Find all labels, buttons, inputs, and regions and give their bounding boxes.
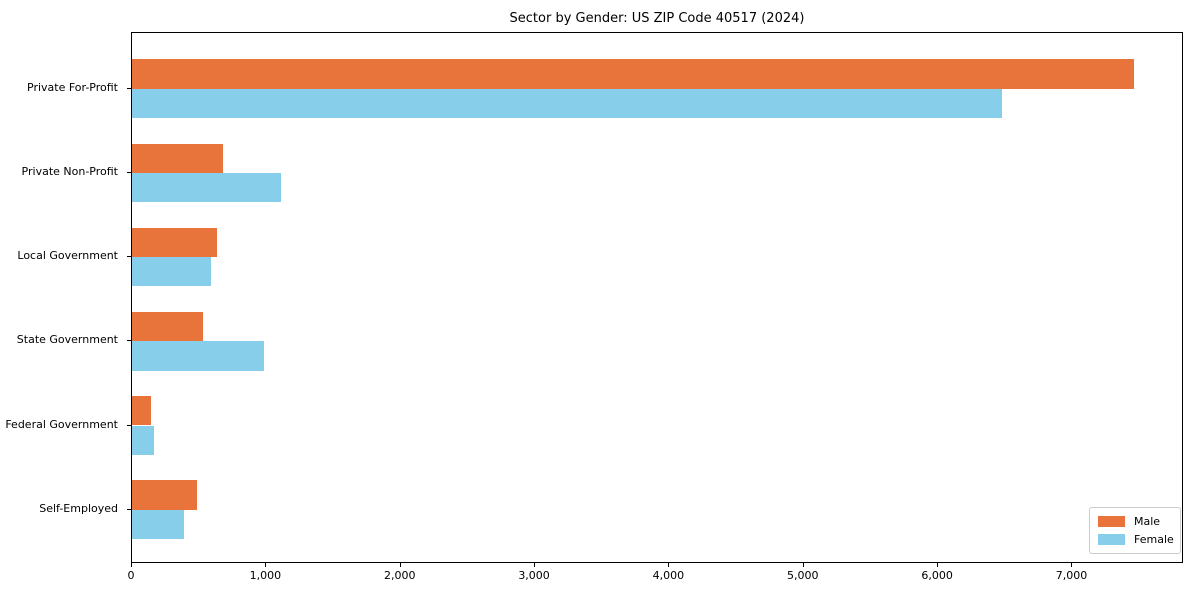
bar-male-4 <box>132 311 204 342</box>
bar-male-6 <box>132 480 198 510</box>
y-axis-label: State Government <box>16 333 118 347</box>
y-axis-tick <box>127 256 131 258</box>
x-axis-tick-label: 3,000 <box>518 569 550 582</box>
bar-female-2 <box>132 172 282 203</box>
y-axis-tick <box>127 340 131 342</box>
x-axis-tick-label: 4,000 <box>652 569 685 582</box>
bar-female-3 <box>132 257 212 287</box>
legend: Male Female <box>1089 507 1181 554</box>
x-axis-tick-label: 7,000 <box>1055 569 1088 582</box>
plot-area <box>131 32 1183 563</box>
y-axis-tick <box>127 171 131 173</box>
y-axis-label: Local Government <box>17 249 118 263</box>
legend-item-male: Male <box>1098 514 1172 528</box>
x-axis-tick <box>937 563 939 567</box>
x-axis-tick-label: 5,000 <box>787 569 819 582</box>
x-axis-tick <box>802 563 804 567</box>
x-axis-tick-label: 6,000 <box>921 569 953 582</box>
bar-male-1 <box>132 59 1135 89</box>
bar-female-6 <box>132 509 185 540</box>
x-axis-tick <box>668 563 670 567</box>
female-swatch <box>1098 534 1125 545</box>
y-axis-label: Self-Employed <box>39 501 118 515</box>
male-swatch <box>1098 516 1125 527</box>
bar-female-1 <box>132 88 1002 119</box>
x-axis-tick-label: 0 <box>127 569 135 582</box>
y-axis-tick <box>127 424 131 426</box>
chart-title: Sector by Gender: US ZIP Code 40517 (202… <box>509 11 805 26</box>
x-axis-tick <box>534 563 536 567</box>
y-axis-label: Federal Government <box>5 417 118 431</box>
x-axis-tick-label: 1,000 <box>249 569 282 582</box>
bar-female-5 <box>132 425 155 455</box>
x-axis-tick <box>265 563 267 567</box>
legend-label-male: Male <box>1134 514 1161 528</box>
x-axis-tick-label: 2,000 <box>383 569 416 582</box>
x-axis-tick <box>1071 563 1073 567</box>
bar-female-4 <box>132 341 264 371</box>
legend-item-female: Female <box>1098 532 1174 546</box>
x-axis-tick <box>131 563 132 567</box>
y-axis-tick <box>127 87 131 89</box>
y-axis-tick <box>127 508 131 510</box>
x-axis-tick <box>399 563 401 567</box>
bar-male-2 <box>132 143 223 173</box>
y-axis-label: Private Non-Profit <box>21 164 118 178</box>
y-axis-label: Private For-Profit <box>27 80 118 94</box>
bar-male-5 <box>132 396 151 426</box>
bar-male-3 <box>132 227 217 258</box>
legend-label-female: Female <box>1134 532 1174 546</box>
